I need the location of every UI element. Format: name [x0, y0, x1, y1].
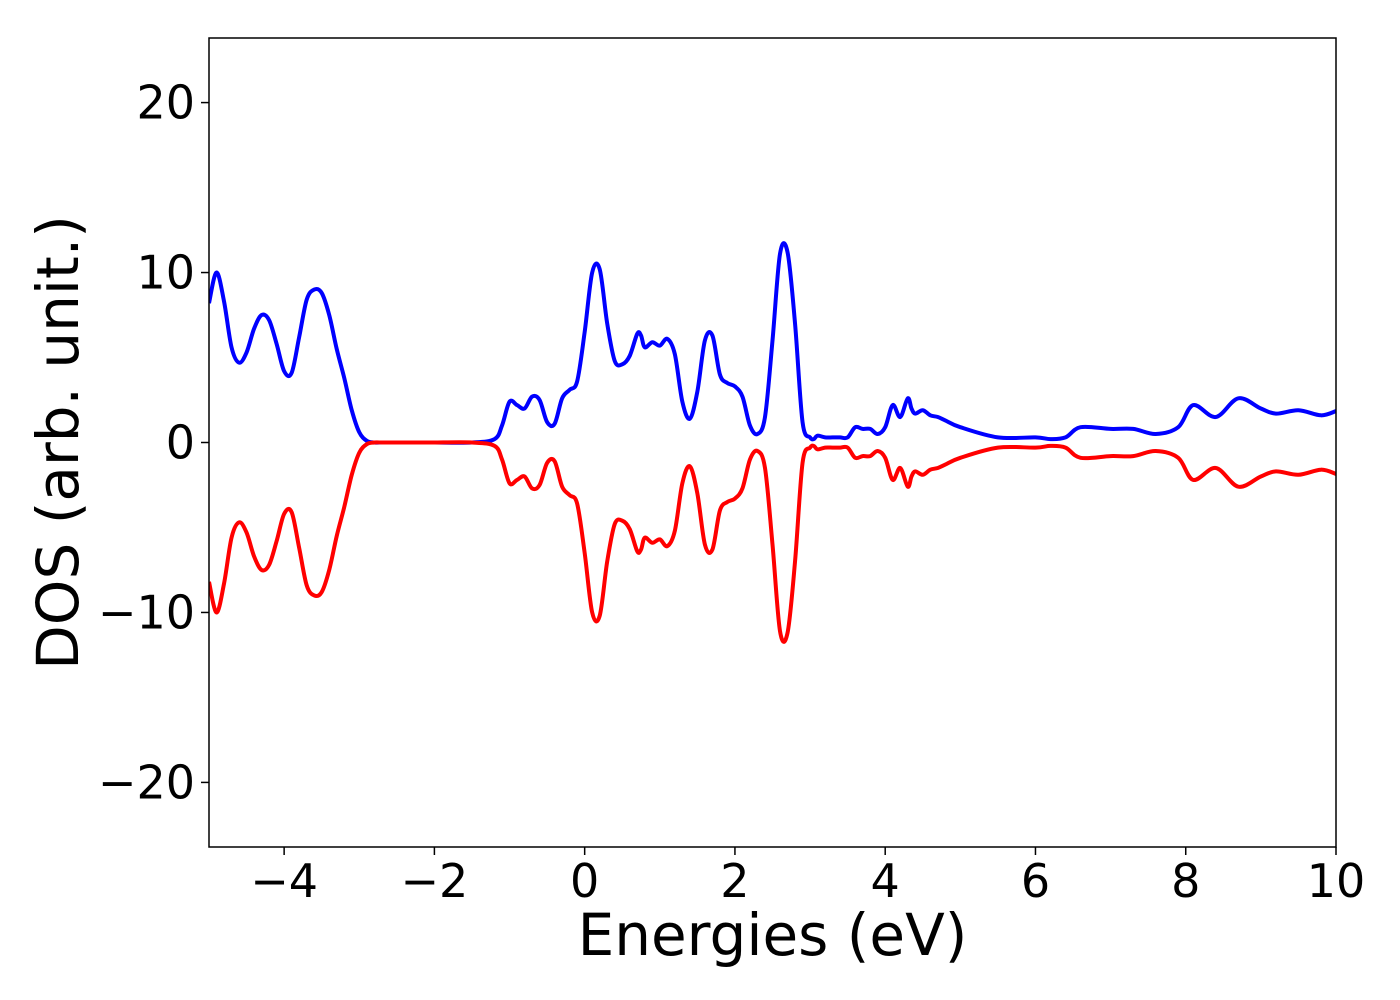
x-tick-label: 2 — [720, 854, 749, 908]
x-tick-label: 4 — [871, 854, 900, 908]
series-layer — [209, 241, 1336, 644]
y-tick-label: 10 — [136, 246, 195, 300]
y-tick-label: 20 — [136, 76, 195, 130]
series-line-red — [209, 440, 1336, 644]
y-tick-label: −20 — [98, 755, 195, 809]
x-tick-label: 6 — [1021, 854, 1050, 908]
x-tick-label: 0 — [570, 854, 599, 908]
y-tick-label: 0 — [166, 416, 195, 470]
x-tick-label: −2 — [400, 854, 468, 908]
series-line-blue — [209, 241, 1336, 445]
x-tick-label: −4 — [250, 854, 318, 908]
x-tick-label: 10 — [1307, 854, 1366, 908]
y-tick-label: −10 — [98, 585, 195, 639]
y-axis-title: DOS (arb. unit.) — [24, 215, 92, 670]
x-tick-label: 8 — [1171, 854, 1200, 908]
x-axis-title: Energies (eV) — [578, 901, 968, 969]
